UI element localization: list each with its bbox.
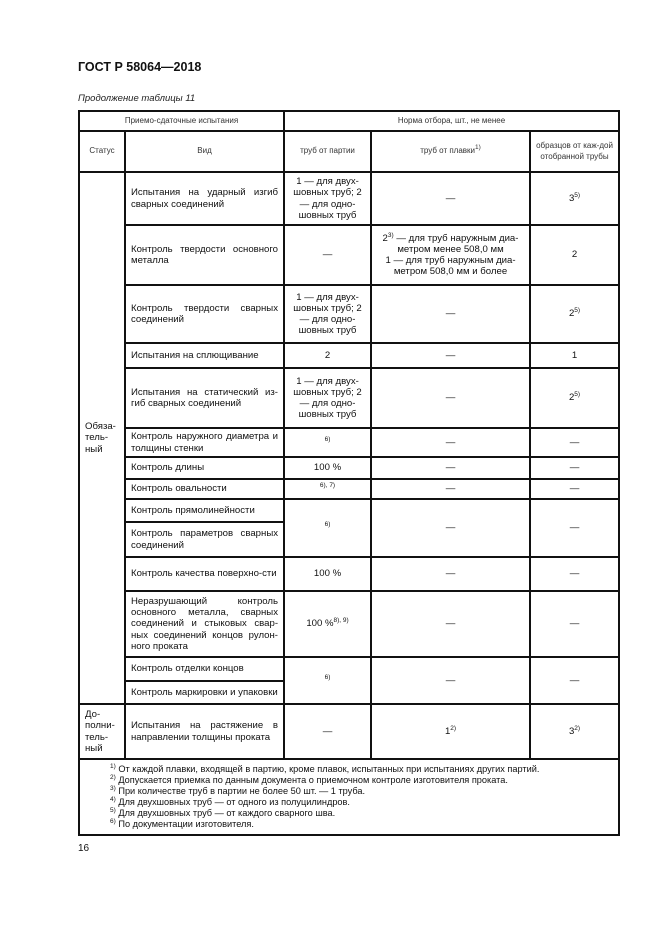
test-type-cell: Контроль овальности <box>123 478 286 500</box>
batch-norm-cell: 6), 7) <box>283 478 373 500</box>
test-type-cell: Испытания на растяжение в направлении то… <box>123 703 286 760</box>
heat-norm-cell: — <box>370 656 532 705</box>
batch-norm-cell: 6) <box>283 656 373 705</box>
group-header-row: Приемо-сдаточные испытания Норма отбора,… <box>77 110 621 132</box>
footnote: 6) По документации изготовителя. <box>110 818 254 829</box>
group-header: Норма отбора, шт., не менее <box>283 110 621 132</box>
status-cell: До-полни-тель-ный <box>78 703 126 760</box>
status-cell: Обяза-тель-ный <box>78 171 126 705</box>
test-type-cell: Контроль отделки концов <box>123 656 286 682</box>
heat-norm-cell: — <box>370 456 532 480</box>
table-row: Контроль наружного диаметра и толщины ст… <box>79 427 621 458</box>
heat-norm-cell: — <box>370 427 532 458</box>
sample-norm-cell: 1 <box>529 342 621 369</box>
footnote: 3) При количестве труб в партии не более… <box>110 785 366 796</box>
sample-norm-cell: 32) <box>529 703 621 760</box>
footnote: 1) От каждой плавки, входящей в партию, … <box>110 763 540 774</box>
page-number: 16 <box>78 843 90 854</box>
test-type-cell: Контроль прямолинейности <box>123 498 286 523</box>
test-type-cell: Испытания на ударный изгиб сварных соеди… <box>123 171 286 226</box>
table-row: До-полни-тель-ный Испытания на растяжение… <box>78 703 621 760</box>
footnote: 2) Допускается приемка по данным докумен… <box>110 774 508 785</box>
test-type-cell: Контроль твердости основного металла <box>123 224 286 286</box>
footnote: 5) Для двухшовных труб — от каждого свар… <box>110 807 336 818</box>
table-row: Испытания на статический из-гиб сварных … <box>79 367 621 429</box>
batch-norm-cell: 2 <box>283 342 373 369</box>
test-type-cell: Неразрушающий контроль основного металла… <box>123 590 286 658</box>
table-row: Контроль параметров сварных соединений <box>79 521 619 558</box>
sample-norm-cell: 25) <box>529 367 621 429</box>
sample-norm-cell: — <box>529 498 621 558</box>
batch-norm-cell: 100 %8), 9) <box>283 590 373 658</box>
batch-norm-cell: 100 % <box>283 556 373 592</box>
test-type-cell: Контроль качества поверхно-сти <box>123 556 286 592</box>
acceptance-tests-table: Приемо-сдаточные испытания Норма отбора,… <box>77 110 621 836</box>
column-header: образцов от каж-дой отобранной трубы <box>529 130 621 173</box>
table-row: Контроль маркировки и упаковки <box>79 680 619 705</box>
table-row: Контроль длины 100 % — — <box>79 456 621 480</box>
footnotes-row: 1) От каждой плавки, входящей в партию, … <box>77 758 621 836</box>
batch-norm-cell: 6) <box>283 498 373 558</box>
test-type-cell: Контроль длины <box>123 456 286 480</box>
batch-norm-cell: 1 — для двух-шовных труб; 2 — для одно-ш… <box>283 284 373 344</box>
column-header: Статус <box>78 130 126 173</box>
sample-norm-cell: 35) <box>529 171 621 226</box>
column-header: Вид <box>123 130 286 173</box>
heat-norm-cell: 12) <box>370 703 532 760</box>
heat-norm-cell: — <box>370 478 532 500</box>
column-header-row: Статус Вид труб от партии труб от плавки… <box>78 130 621 173</box>
table-row: Контроль прямолинейности 6) — — <box>79 498 621 558</box>
sample-norm-cell: — <box>529 656 621 705</box>
group-header: Приемо-сдаточные испытания <box>77 110 286 132</box>
test-type-cell: Испытания на сплющивание <box>123 342 286 369</box>
heat-norm-cell: 23) — для труб наружным диа-метром менее… <box>370 224 532 286</box>
test-type-cell: Испытания на статический из-гиб сварных … <box>123 367 286 429</box>
sample-norm-cell: — <box>529 427 621 458</box>
table-row: Контроль отделки концов 6) — — <box>79 656 621 705</box>
column-header: труб от партии <box>283 130 373 173</box>
heat-norm-cell: — <box>370 556 532 592</box>
heat-norm-cell: — <box>370 342 532 369</box>
sample-norm-cell: — <box>529 456 621 480</box>
sample-norm-cell: — <box>529 478 621 500</box>
batch-norm-cell: 6) <box>283 427 373 458</box>
table-row: Обяза-тель-ный Испытания на ударный изгиб… <box>78 171 621 705</box>
document-title: ГОСТ Р 58064—2018 <box>78 60 202 74</box>
table-row: Контроль твердости сварных соединений 1 —… <box>79 284 621 344</box>
footnotes: 1) От каждой плавки, входящей в партию, … <box>77 758 621 836</box>
footnote: 4) Для двухшовных труб — от одного из по… <box>110 796 350 807</box>
sample-norm-cell: — <box>529 556 621 592</box>
table-row: Контроль качества поверхно-сти 100 % — — <box>79 556 621 592</box>
table-row: Контроль овальности 6), 7) — — <box>79 478 621 500</box>
sample-norm-cell: 25) <box>529 284 621 344</box>
sample-norm-cell: 2 <box>529 224 621 286</box>
batch-norm-cell: — <box>283 224 373 286</box>
batch-norm-cell: 1 — для двух-шовных труб; 2 — для одно-ш… <box>283 367 373 429</box>
test-type-cell: Контроль наружного диаметра и толщины ст… <box>123 427 286 458</box>
heat-norm-cell: — <box>370 367 532 429</box>
sample-norm-cell: — <box>529 590 621 658</box>
batch-norm-cell: 100 % <box>283 456 373 480</box>
table-row: Неразрушающий контроль основного металла… <box>79 590 621 658</box>
heat-norm-cell: — <box>370 590 532 658</box>
test-type-cell: Контроль твердости сварных соединений <box>123 284 286 344</box>
table-caption: Продолжение таблицы 11 <box>78 93 196 104</box>
heat-norm-cell: — <box>370 284 532 344</box>
test-type-cell: Контроль маркировки и упаковки <box>123 680 286 705</box>
heat-norm-cell: — <box>370 498 532 558</box>
table-row: Контроль твердости основного металла —23)… <box>79 224 621 286</box>
batch-norm-cell: — <box>283 703 373 760</box>
test-type-cell: Контроль параметров сварных соединений <box>123 521 286 558</box>
batch-norm-cell: 1 — для двух-шовных труб; 2 — для одно-ш… <box>283 171 373 226</box>
heat-norm-cell: — <box>370 171 532 226</box>
column-header: труб от плавки1) <box>370 130 532 173</box>
table-row: Испытания на сплющивание 2—1 <box>79 342 621 369</box>
